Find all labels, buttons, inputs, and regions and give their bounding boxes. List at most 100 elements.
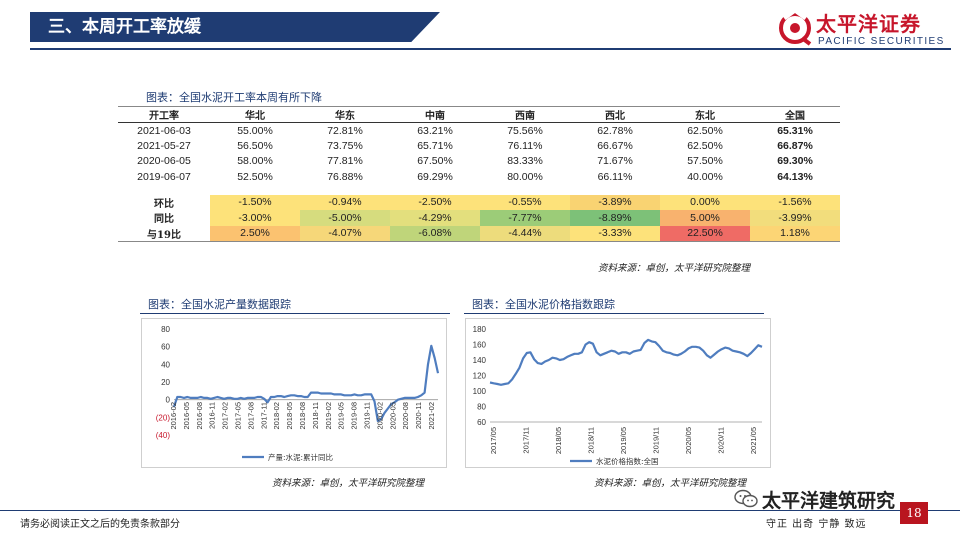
change-cell: -0.94%	[300, 194, 390, 210]
price-index-chart-title: 图表：全国水泥价格指数跟踪	[472, 298, 615, 311]
table-cell: 52.50%	[237, 170, 273, 183]
row-date: 2021-06-03	[137, 124, 191, 137]
change-row-label: 同比	[154, 214, 174, 226]
x-tick-label: 2017-08	[246, 402, 255, 430]
column-header: 中南	[390, 106, 480, 123]
table-cell: 66.67%	[597, 139, 633, 152]
change-cell: -6.08%	[390, 225, 480, 242]
x-tick-label: 2019-08	[350, 402, 359, 430]
table-row: 2021-06-03 55.00% 72.81% 63.21% 75.56% 62.78%…	[118, 123, 840, 139]
table-row: 2019-06-07 52.50% 76.88% 69.29% 80.00% 66.11%…	[118, 169, 840, 185]
change-cell: -8.89%	[570, 210, 660, 226]
table-cell: 62.50%	[687, 124, 723, 137]
x-tick-label: 2017-05	[234, 402, 243, 430]
page-number: 18	[900, 502, 928, 524]
change-cell: -4.44%	[480, 225, 570, 242]
row-date: 2021-05-27	[137, 139, 191, 152]
table-cell: 62.78%	[597, 124, 633, 137]
y-tick-label: 180	[473, 325, 487, 334]
table-row: 2020-06-05 58.00% 77.81% 67.50% 83.33% 71.67%…	[118, 154, 840, 170]
table-cell: 62.50%	[687, 139, 723, 152]
change-cell: 2.50%	[210, 225, 300, 242]
change-row: 同比 -3.00% -5.00% -4.29% -7.77% -8.89% 5.00% -3.…	[118, 210, 840, 226]
change-cell: -1.56%	[750, 194, 840, 210]
x-tick-label: 2018/05	[554, 427, 563, 454]
x-tick-label: 2016-11	[208, 402, 217, 429]
watermark-text: 太平洋建筑研究	[762, 490, 896, 512]
production-chart-title: 图表：全国水泥产量数据跟踪	[148, 298, 291, 311]
column-header: 东北	[660, 106, 750, 123]
change-row-label: 环比	[154, 198, 174, 210]
table-source: 资料来源：卓创，太平洋研究院整理	[598, 263, 751, 274]
y-tick-label: 80	[161, 325, 170, 334]
series-line	[489, 338, 763, 386]
change-cell: 1.18%	[750, 225, 840, 242]
change-cell: -3.99%	[750, 210, 840, 226]
x-tick-label: 2019-05	[337, 402, 346, 430]
y-tick-label: (40)	[156, 431, 171, 440]
change-cell: -0.55%	[480, 194, 570, 210]
change-cell: -3.89%	[570, 194, 660, 210]
change-cell: -2.50%	[390, 194, 480, 210]
table-cell: 56.50%	[237, 139, 273, 152]
x-tick-label: 2016-05	[182, 402, 191, 430]
table-cell: 77.81%	[327, 155, 363, 168]
x-tick-label: 2018/11	[587, 427, 596, 454]
x-tick-label: 2016-08	[195, 402, 204, 430]
row-date: 2019-06-07	[137, 170, 191, 183]
x-tick-label: 2017/05	[489, 427, 498, 454]
y-tick-label: (20)	[156, 413, 171, 422]
production-chart-title-rule	[140, 313, 450, 314]
y-tick-label: 120	[473, 372, 487, 381]
column-header: 西北	[570, 106, 660, 123]
change-cell: -5.00%	[300, 210, 390, 226]
legend-label: 水泥价格指数:全国	[596, 456, 659, 466]
logo-english-name: PACIFIC SECURITIES	[818, 36, 945, 47]
table-cell: 40.00%	[687, 170, 723, 183]
x-tick-label: 2017-02	[221, 402, 230, 430]
change-cell: -7.77%	[480, 210, 570, 226]
table-row: 2021-05-27 56.50% 73.75% 65.71% 76.11% 66.67%…	[118, 138, 840, 154]
disclaimer-note: 请务必阅读正文之后的免责条款部分	[20, 519, 180, 530]
table-cell: 67.50%	[417, 155, 453, 168]
y-tick-label: 100	[473, 387, 487, 396]
production-chart-svg: 80 60 40 20 0 (20) (40)2016-02 2016-05 2016-08 20…	[156, 325, 440, 462]
table-cell: 75.56%	[507, 124, 543, 137]
table-spacer-row	[118, 185, 840, 195]
change-cell: -1.50%	[210, 194, 300, 210]
table-cell: 66.11%	[597, 170, 633, 183]
price-index-chart-title-rule	[464, 313, 764, 314]
table-cell: 76.11%	[507, 139, 543, 152]
table-cell: 80.00%	[507, 170, 543, 183]
change-cell: -4.29%	[390, 210, 480, 226]
logo-chinese-name: 太平洋证券	[816, 12, 921, 36]
table-cell: 65.71%	[417, 139, 453, 152]
x-tick-label: 2019-11	[363, 402, 372, 429]
utilization-rate-table: 开工率 华北 华东 中南 西南 西北 东北 全国 2021-06-03 55.00% 72.81%…	[118, 106, 840, 242]
table-cell: 66.87%	[777, 139, 813, 152]
change-cell: 5.00%	[660, 210, 750, 226]
change-row: 环比 -1.50% -0.94% -2.50% -0.55% -3.89% 0.00% -1.…	[118, 194, 840, 210]
change-cell: -4.07%	[300, 225, 390, 242]
table-cell: 64.13%	[777, 170, 813, 183]
change-cell: 0.00%	[660, 194, 750, 210]
change-row-label: 与19比	[118, 225, 210, 242]
table-cell: 83.33%	[507, 155, 543, 168]
change-cell: -3.00%	[210, 210, 300, 226]
header-divider	[30, 48, 951, 50]
x-tick-label: 2020-11	[414, 402, 423, 429]
x-tick-label: 2017/11	[522, 427, 531, 454]
production-chart-source: 资料来源：卓创，太平洋研究院整理	[272, 478, 425, 489]
table-cell: 73.75%	[327, 139, 363, 152]
y-tick-label: 140	[473, 356, 487, 365]
y-tick-label: 160	[473, 341, 487, 350]
table-cell: 72.81%	[327, 124, 363, 137]
wechat-icon	[734, 489, 758, 508]
row-date: 2020-06-05	[137, 155, 191, 168]
y-tick-label: 0	[166, 396, 171, 405]
y-tick-label: 40	[161, 360, 170, 369]
x-tick-label: 2019/11	[652, 427, 661, 454]
x-tick-label: 2019-02	[324, 402, 333, 430]
y-tick-label: 60	[161, 343, 170, 352]
